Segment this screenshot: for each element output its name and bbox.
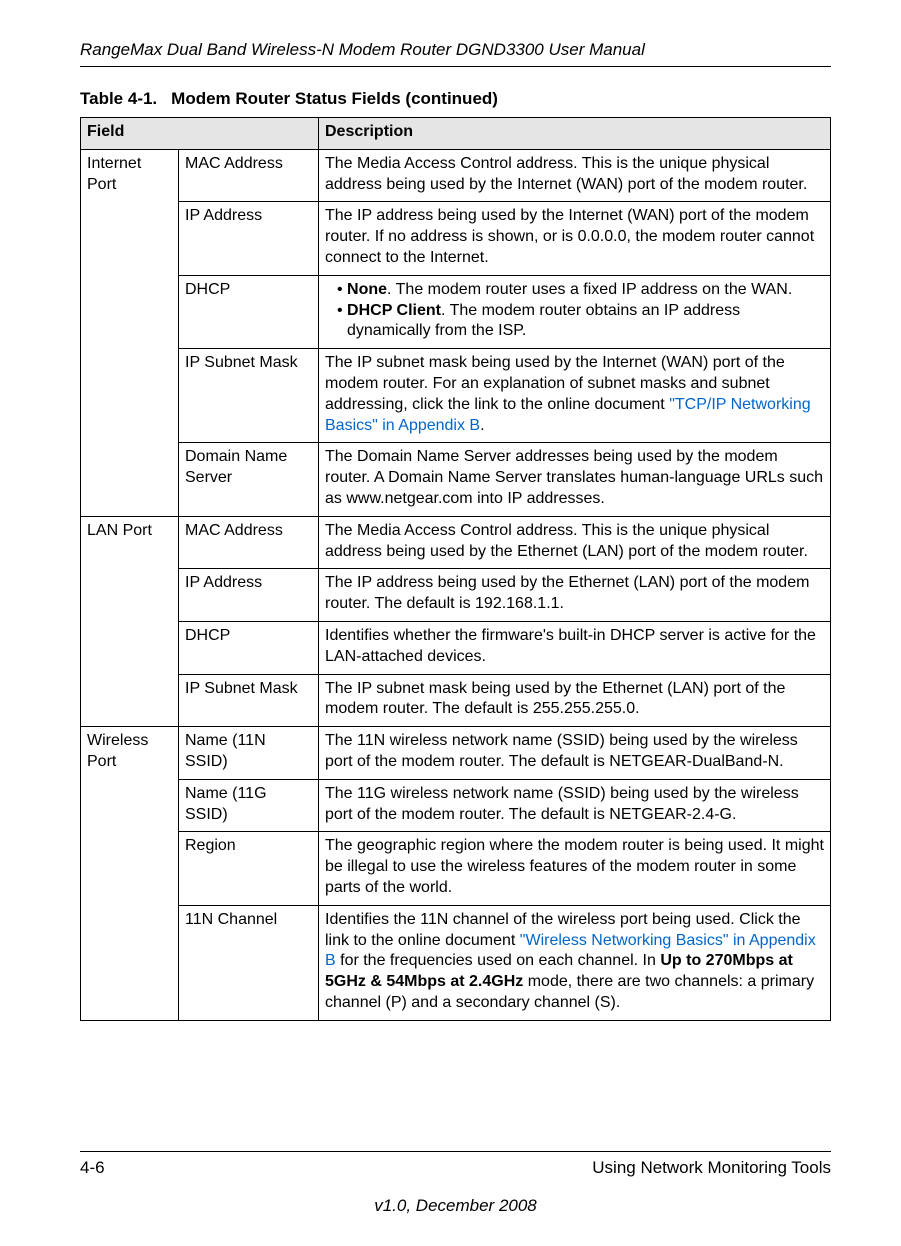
desc-cell: The Media Access Control address. This i… (319, 149, 831, 202)
section-title: Using Network Monitoring Tools (592, 1158, 831, 1178)
table-row: Internet Port MAC Address The Media Acce… (81, 149, 831, 202)
desc-cell: The IP address being used by the Etherne… (319, 569, 831, 622)
desc-cell: The IP address being used by the Interne… (319, 202, 831, 275)
header-rule (80, 66, 831, 67)
table-row: DHCP Identifies whether the firmware's b… (81, 621, 831, 674)
field-cell: 11N Channel (179, 905, 319, 1020)
field-cell: IP Address (179, 569, 319, 622)
desc-cell: The geographic region where the modem ro… (319, 832, 831, 905)
field-cell: IP Address (179, 202, 319, 275)
field-cell: Domain Name Server (179, 443, 319, 516)
group-internet-port: Internet Port (81, 149, 179, 516)
desc-post: . (480, 417, 484, 434)
desc-cell: The 11N wireless network name (SSID) bei… (319, 727, 831, 780)
table-row: IP Address The IP address being used by … (81, 202, 831, 275)
group-lan-port: LAN Port (81, 516, 179, 726)
desc-cell: The Domain Name Server addresses being u… (319, 443, 831, 516)
table-row: 11N Channel Identifies the 11N channel o… (81, 905, 831, 1020)
doc-version: v1.0, December 2008 (80, 1196, 831, 1216)
field-cell: IP Subnet Mask (179, 674, 319, 727)
desc-cell: Identifies the 11N channel of the wirele… (319, 905, 831, 1020)
table-header-row: Field Description (81, 118, 831, 150)
group-wireless-port: Wireless Port (81, 727, 179, 1021)
desc-mid: for the frequencies used on each channel… (336, 952, 661, 969)
table-row: LAN Port MAC Address The Media Access Co… (81, 516, 831, 569)
table-row: Domain Name Server The Domain Name Serve… (81, 443, 831, 516)
page-footer: 4-6 Using Network Monitoring Tools v1.0,… (80, 1151, 831, 1216)
table-row: IP Address The IP address being used by … (81, 569, 831, 622)
field-cell: IP Subnet Mask (179, 349, 319, 443)
desc-cell: The Media Access Control address. This i… (319, 516, 831, 569)
field-cell: MAC Address (179, 516, 319, 569)
bullet-text: . The modem router uses a fixed IP addre… (387, 281, 792, 298)
field-cell: Name (11N SSID) (179, 727, 319, 780)
footer-rule (80, 1151, 831, 1152)
bullet-bold: DHCP Client (347, 302, 441, 319)
field-cell: Region (179, 832, 319, 905)
table-row: IP Subnet Mask The IP subnet mask being … (81, 674, 831, 727)
col-description: Description (319, 118, 831, 150)
field-cell: MAC Address (179, 149, 319, 202)
table-row: Region The geographic region where the m… (81, 832, 831, 905)
desc-cell: The IP subnet mask being used by the Eth… (319, 674, 831, 727)
desc-cell: None. The modem router uses a fixed IP a… (319, 275, 831, 348)
table-number: Table 4-1. (80, 89, 157, 108)
desc-cell: Identifies whether the firmware's built-… (319, 621, 831, 674)
field-cell: DHCP (179, 275, 319, 348)
col-field: Field (81, 118, 319, 150)
desc-cell: The IP subnet mask being used by the Int… (319, 349, 831, 443)
status-fields-table: Field Description Internet Port MAC Addr… (80, 117, 831, 1021)
bullet-bold: None (347, 281, 387, 298)
table-row: Wireless Port Name (11N SSID) The 11N wi… (81, 727, 831, 780)
bullet-item: None. The modem router uses a fixed IP a… (347, 280, 824, 301)
table-row: IP Subnet Mask The IP subnet mask being … (81, 349, 831, 443)
field-cell: Name (11G SSID) (179, 779, 319, 832)
page-number: 4-6 (80, 1158, 105, 1178)
bullet-item: DHCP Client. The modem router obtains an… (347, 301, 824, 343)
table-row: DHCP None. The modem router uses a fixed… (81, 275, 831, 348)
desc-cell: The 11G wireless network name (SSID) bei… (319, 779, 831, 832)
running-header: RangeMax Dual Band Wireless-N Modem Rout… (80, 40, 831, 60)
field-cell: DHCP (179, 621, 319, 674)
table-caption: Table 4-1. Modem Router Status Fields (co… (80, 89, 831, 109)
table-row: Name (11G SSID) The 11G wireless network… (81, 779, 831, 832)
table-title: Modem Router Status Fields (continued) (171, 89, 498, 108)
